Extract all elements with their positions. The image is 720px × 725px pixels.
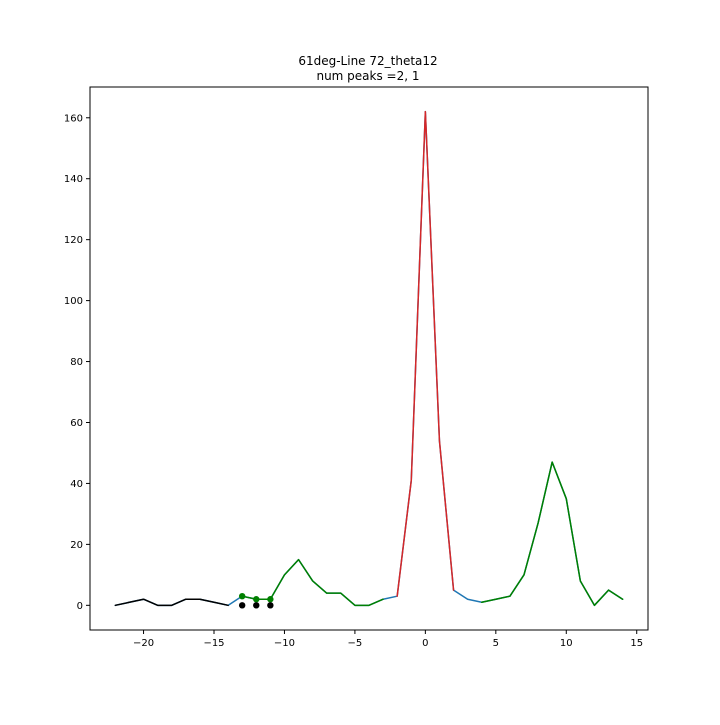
plot-area xyxy=(114,110,624,609)
y-tick-label: 60 xyxy=(70,418,83,429)
marker-green-markers-0 xyxy=(238,592,246,600)
marker-black-markers-0 xyxy=(238,602,246,609)
series-line-peak-region-right xyxy=(480,461,624,607)
x-tick-label: 5 xyxy=(493,638,499,649)
marker-black-markers-2 xyxy=(267,602,274,609)
marker-green-markers-1 xyxy=(253,596,260,603)
y-tick-label: 20 xyxy=(70,540,83,551)
y-tick-label: 160 xyxy=(64,113,83,124)
x-tick-label: 10 xyxy=(560,638,573,649)
axes-frame xyxy=(89,86,649,631)
marker-green-markers-2 xyxy=(267,596,274,603)
series-line-background-left xyxy=(114,598,229,607)
series-group xyxy=(114,110,624,609)
y-tick-label: 80 xyxy=(70,357,83,368)
x-tick-label: −15 xyxy=(203,638,224,649)
chart-title: 61deg-Line 72_theta12 num peaks =2, 1 xyxy=(298,54,437,83)
x-tick-label: 15 xyxy=(630,638,643,649)
series-line-peak-region-left-b xyxy=(269,558,384,607)
y-tick-label: 120 xyxy=(64,235,83,246)
x-tick-label: −5 xyxy=(348,638,363,649)
marker-black-markers-1 xyxy=(253,602,260,609)
y-tick-label: 100 xyxy=(64,296,83,307)
y-tick-label: 140 xyxy=(64,174,83,185)
chart-title-line-1: 61deg-Line 72_theta12 xyxy=(298,54,437,68)
chart-title-line-2: num peaks =2, 1 xyxy=(316,69,419,83)
series-line-main-peak xyxy=(396,110,455,597)
y-tick-label: 0 xyxy=(77,601,83,612)
x-tick-label: −10 xyxy=(274,638,295,649)
x-tick-label: 0 xyxy=(422,638,428,649)
axes: −20 −15 −10 −5 0 5 10 15 0 20 40 60 80 100 120 140 160 xyxy=(64,86,649,649)
y-tick-label: 40 xyxy=(70,479,83,490)
x-tick-label: −20 xyxy=(133,638,154,649)
